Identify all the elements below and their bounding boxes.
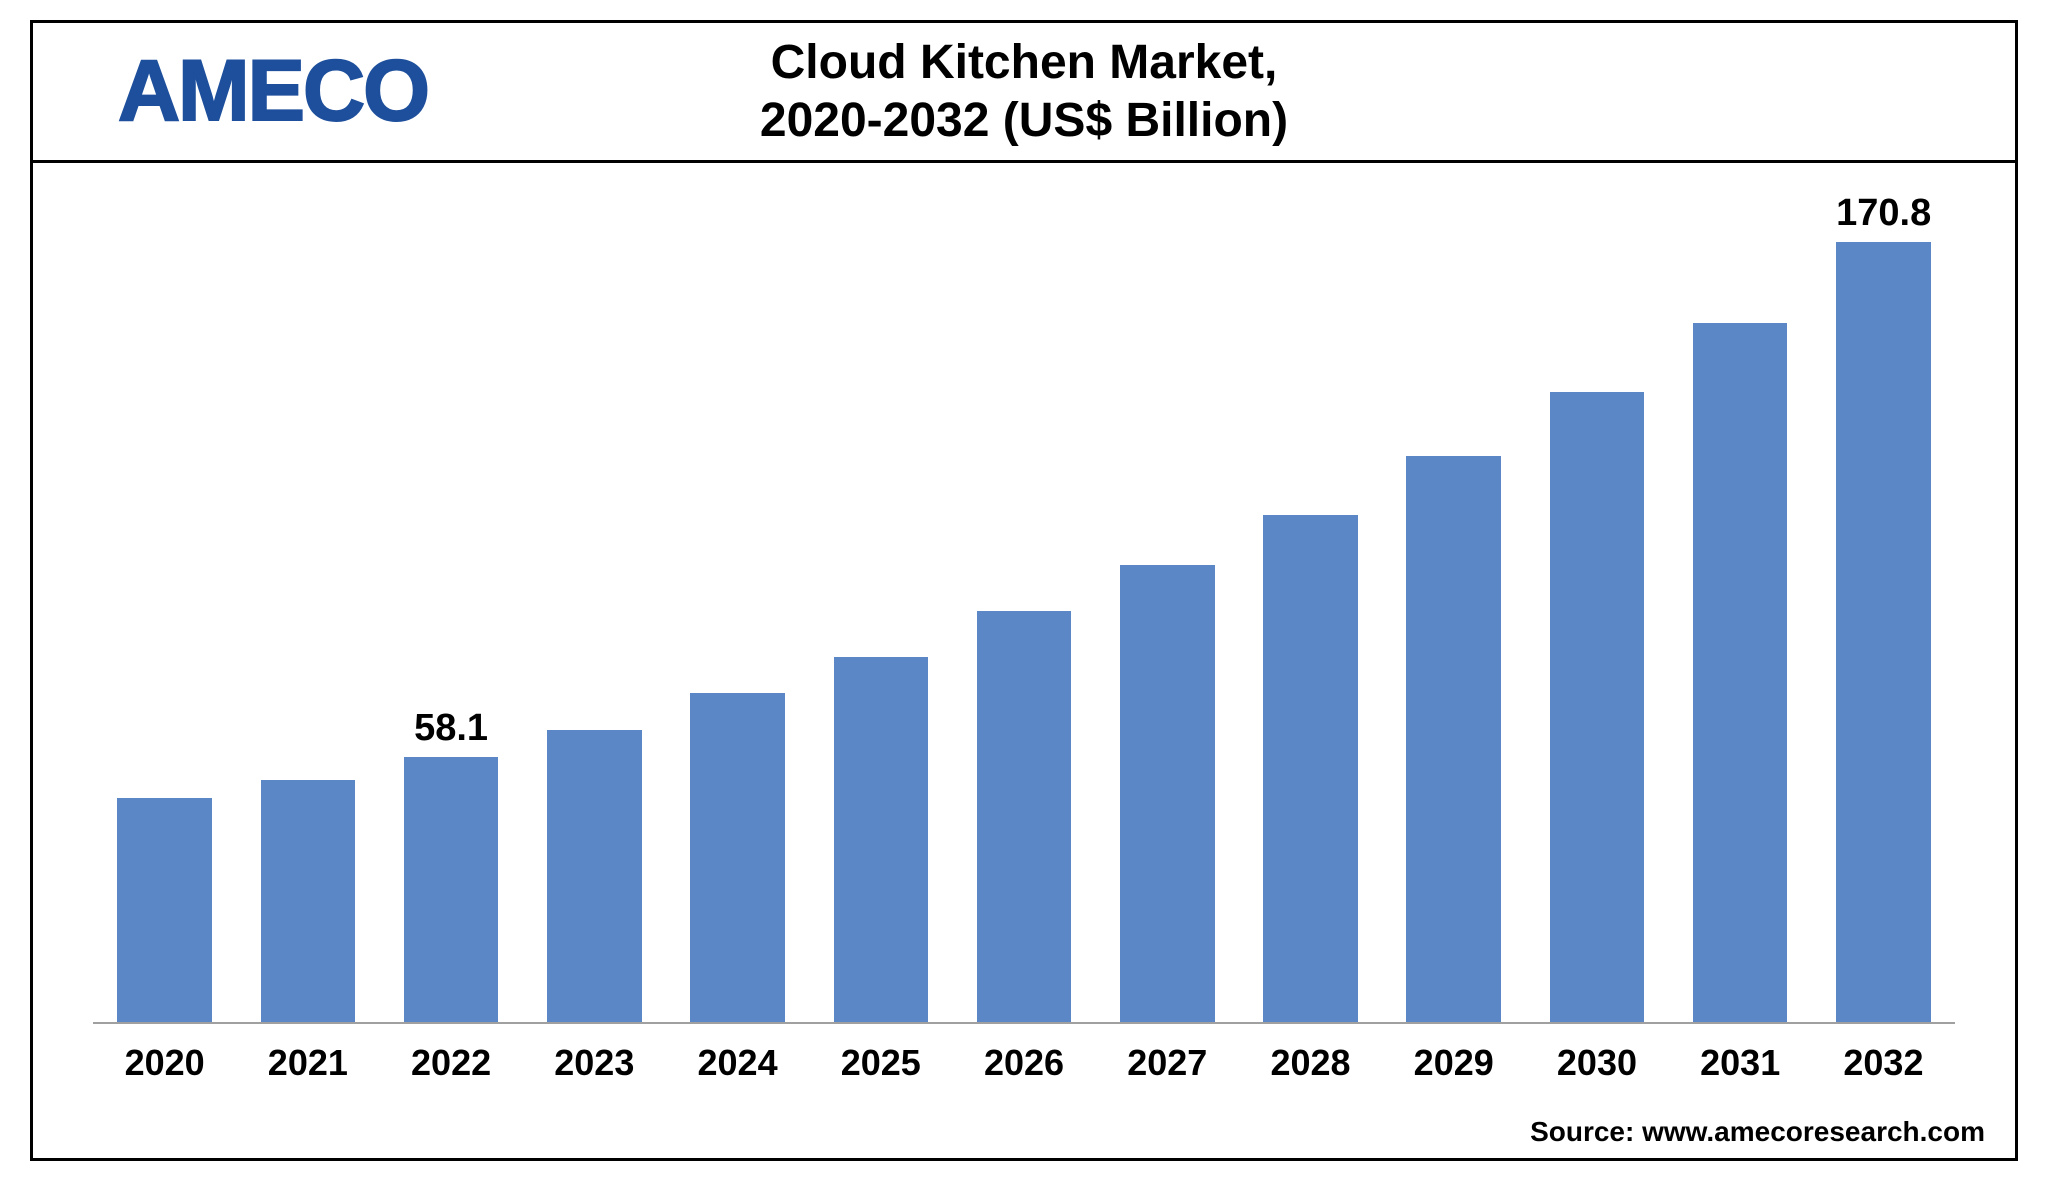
bar-group [952,223,1095,1022]
x-axis-label: 2026 [952,1042,1095,1084]
title-cell: Cloud Kitchen Market, 2020-2032 (US$ Bil… [513,23,2015,160]
x-axis-label: 2025 [809,1042,952,1084]
chart-frame: AMECO Cloud Kitchen Market, 2020-2032 (U… [30,20,2018,1161]
x-axis-label: 2027 [1096,1042,1239,1084]
chart-area: 58.1170.8 202020212022202320242025202620… [33,163,2015,1104]
x-axis-label: 2024 [666,1042,809,1084]
bar-value-label: 170.8 [1836,192,1931,235]
x-axis-label: 2030 [1525,1042,1668,1084]
bars-container: 58.1 170.8 [93,223,1955,1024]
bar [261,780,356,1022]
bar: 170.8 [1836,242,1931,1022]
bar [547,730,642,1022]
x-axis-label: 2028 [1239,1042,1382,1084]
bar [977,611,1072,1022]
bar [690,693,785,1022]
bar-group [93,223,236,1022]
x-axis-label: 2021 [236,1042,379,1084]
chart-title-line1: Cloud Kitchen Market, [771,34,1278,92]
bar [117,798,212,1022]
bar-group [236,223,379,1022]
bar [1693,323,1788,1022]
bar [1263,515,1358,1022]
x-axis-label: 2032 [1812,1042,1955,1084]
logo-cell: AMECO [33,23,513,160]
bar [1406,456,1501,1022]
x-axis-label: 2020 [93,1042,236,1084]
source-attribution: Source: www.amecoresearch.com [33,1104,2015,1158]
bar-value-label: 58.1 [404,707,499,750]
x-axis-label: 2023 [523,1042,666,1084]
bar-group [666,223,809,1022]
x-axis-labels: 2020202120222023202420252026202720282029… [93,1024,1955,1084]
bar-group [1096,223,1239,1022]
bar-group [1239,223,1382,1022]
bar: 58.1 [404,757,499,1022]
bar-group [1669,223,1812,1022]
bar [834,657,929,1022]
bar-group [1525,223,1668,1022]
logo: AMECO [118,42,428,141]
bar-group: 170.8 [1812,223,1955,1022]
bar [1550,392,1645,1022]
x-axis-label: 2022 [379,1042,522,1084]
bar-group [1382,223,1525,1022]
bar-group: 58.1 [379,223,522,1022]
x-axis-label: 2029 [1382,1042,1525,1084]
bar [1120,565,1215,1022]
header-row: AMECO Cloud Kitchen Market, 2020-2032 (U… [33,23,2015,163]
bar-group [809,223,952,1022]
chart-title-line2: 2020-2032 (US$ Billion) [760,92,1288,150]
bar-group [523,223,666,1022]
x-axis-label: 2031 [1669,1042,1812,1084]
